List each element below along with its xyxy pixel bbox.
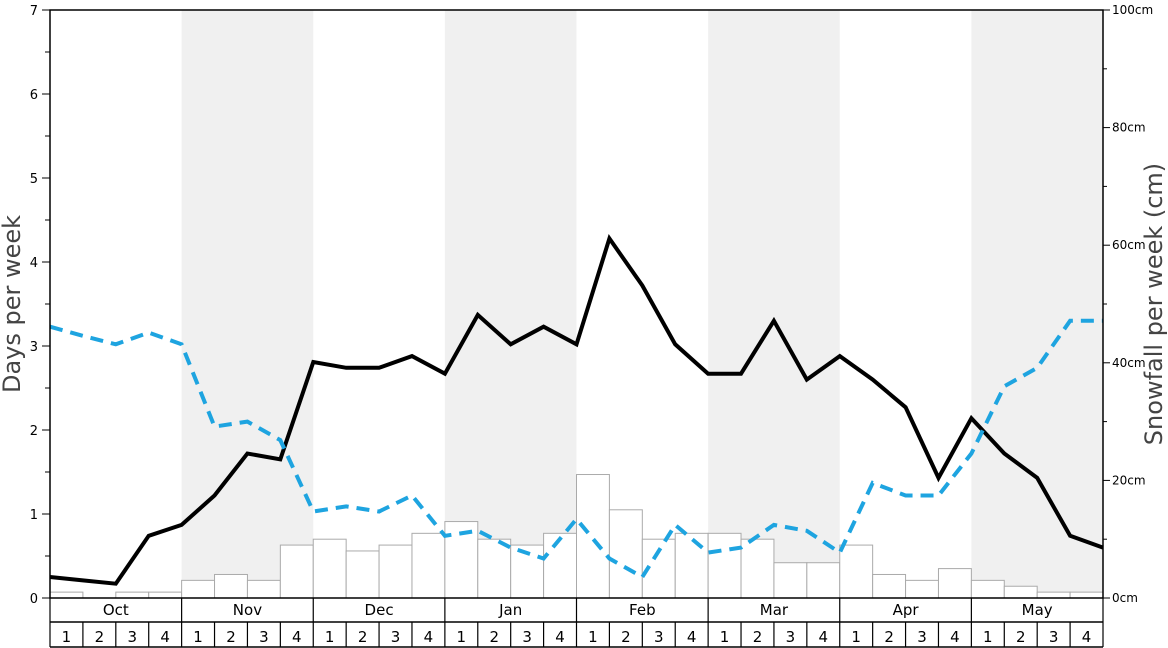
month-label-nov: Nov (233, 601, 262, 619)
bottom-axis: Oct 1 2 3 4 Nov 1 2 3 4 Dec 1 2 3 4 Jan 1 2 3 4 Feb 1 2 3 4 Mar 1 2… (49, 598, 1104, 648)
snowfall-bar (312, 538, 347, 599)
snowfall-bar (214, 573, 248, 599)
solid-series-line (49, 234, 1104, 586)
week-label: 2 (226, 628, 236, 646)
week-label: 3 (522, 628, 532, 646)
week-label: 4 (160, 628, 170, 646)
left-tick-label: 3 (30, 340, 38, 355)
snowfall-bar (937, 568, 972, 599)
snowfall-bar (477, 538, 512, 599)
snowfall-bar (905, 579, 939, 599)
month-shade-nov (181, 10, 314, 598)
left-tick-label: 1 (30, 508, 38, 523)
week-label: 1 (720, 628, 730, 646)
month-label-apr: Apr (893, 601, 920, 619)
right-axis-title: Snowfall per week (cm) (1140, 163, 1168, 445)
week-label: 1 (457, 628, 467, 646)
snowfall-bar (345, 550, 380, 599)
right-tick-label: 60cm (1112, 238, 1146, 252)
right-tick-label: 0cm (1112, 591, 1138, 605)
month-shade-jan (444, 10, 577, 598)
left-tick-label: 4 (30, 256, 38, 271)
snowfall-bar (872, 573, 907, 599)
month-label-dec: Dec (365, 601, 394, 619)
snowfall-bar (49, 591, 84, 599)
month-label-feb: Feb (629, 601, 656, 619)
snowfall-bar (181, 579, 216, 599)
left-axis: 0 1 2 3 4 5 6 7 (30, 4, 50, 607)
snowfall-bar (839, 544, 874, 599)
week-label: 3 (1049, 628, 1059, 646)
week-label: 2 (489, 628, 499, 646)
week-label: 3 (917, 628, 927, 646)
left-tick-label: 7 (30, 4, 38, 19)
month-label-jan: Jan (498, 601, 522, 619)
left-tick-label: 6 (30, 88, 38, 103)
week-label: 3 (127, 628, 137, 646)
week-label: 4 (292, 628, 302, 646)
snowfall-bar (378, 544, 413, 599)
right-tick-label: 80cm (1112, 121, 1146, 135)
snowfall-bar (411, 532, 446, 599)
week-label: 3 (786, 628, 796, 646)
week-label: 2 (621, 628, 631, 646)
week-label: 2 (95, 628, 105, 646)
left-tick-label: 2 (30, 424, 38, 439)
right-tick-label: 100cm (1112, 3, 1153, 17)
snowfall-bar (1003, 585, 1038, 599)
week-label: 4 (687, 628, 697, 646)
week-label: 4 (555, 628, 565, 646)
snowfall-bar (707, 532, 742, 599)
week-label: 2 (884, 628, 894, 646)
week-label: 1 (193, 628, 203, 646)
month-label-may: May (1022, 601, 1053, 619)
week-label: 1 (62, 628, 72, 646)
snowfall-bar (773, 562, 808, 599)
week-label: 1 (325, 628, 335, 646)
snowfall-bar (674, 532, 709, 599)
month-shading (181, 10, 1103, 598)
week-label: 2 (753, 628, 763, 646)
week-label: 4 (1082, 628, 1092, 646)
snowfall-bar (1036, 591, 1071, 599)
week-label: 3 (654, 628, 664, 646)
left-tick-label: 5 (30, 172, 38, 187)
snowfall-bar (148, 591, 183, 599)
snowfall-bar (576, 474, 610, 599)
week-label: 2 (1016, 628, 1026, 646)
right-tick-label: 20cm (1112, 473, 1146, 487)
right-axis: 0cm 20cm 40cm 60cm 80cm 100cm (1103, 3, 1153, 605)
snowfall-bar (740, 538, 775, 599)
week-label: 4 (424, 628, 434, 646)
snowfall-bar (279, 544, 314, 599)
week-label: 3 (391, 628, 401, 646)
snowfall-bar (246, 579, 281, 599)
dashed-series-line (49, 318, 1103, 580)
snowfall-bar (806, 562, 841, 599)
week-label: 1 (851, 628, 861, 646)
week-label: 1 (588, 628, 598, 646)
snowfall-bar (115, 591, 150, 599)
data-lines (49, 234, 1104, 586)
snowfall-bar (970, 579, 1005, 599)
month-label-mar: Mar (760, 601, 789, 619)
month-label-oct: Oct (103, 601, 129, 619)
snowfall-bar (1069, 591, 1104, 599)
week-label: 1 (983, 628, 993, 646)
week-label: 3 (259, 628, 269, 646)
left-axis-title: Days per week (0, 215, 26, 393)
left-tick-label: 0 (30, 592, 38, 607)
right-tick-label: 40cm (1112, 356, 1146, 370)
month-shade-mar (708, 10, 840, 598)
month-shade-may (971, 10, 1103, 598)
snowfall-bar (543, 532, 577, 599)
week-label: 4 (950, 628, 960, 646)
week-label: 4 (819, 628, 829, 646)
snowfall-bar (608, 509, 643, 599)
week-label: 2 (358, 628, 368, 646)
